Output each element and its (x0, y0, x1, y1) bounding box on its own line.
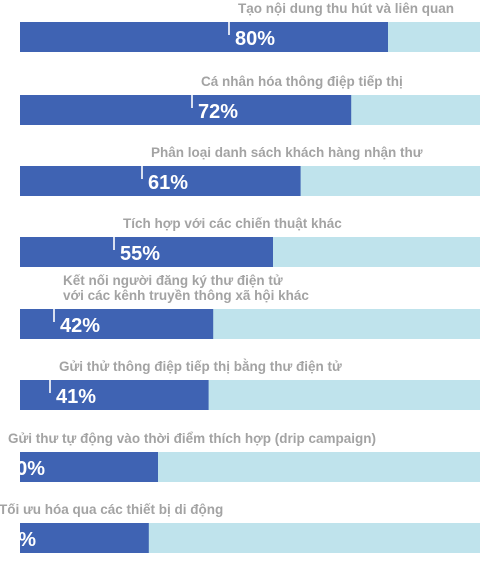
value-label: 41% (56, 386, 96, 408)
category-label: với các kênh truyền thông xã hội khác (63, 288, 309, 303)
category-label: Kết nối người đăng ký thư điện tử (63, 273, 283, 288)
category-label: Phân loại danh sách khách hàng nhận thư (151, 145, 423, 160)
bar-fill (20, 95, 352, 125)
category-label: Tích hợp với các chiến thuật khác (123, 216, 342, 231)
value-label: 61% (148, 172, 188, 194)
value-label: 80% (235, 28, 275, 50)
bar-fill (20, 166, 301, 196)
bar-fill (20, 452, 158, 482)
label-connector (0, 437, 5, 439)
label-connector (53, 279, 60, 322)
category-label: Tạo nội dung thu hút và liên quan (238, 1, 454, 16)
label-connector (141, 151, 148, 179)
label-connector (191, 80, 198, 108)
label-connector (228, 7, 235, 35)
value-label: 72% (198, 101, 238, 123)
bar-fill (20, 22, 388, 52)
label-connector (113, 222, 120, 250)
label-connector (49, 365, 56, 393)
bar-fill (20, 523, 149, 553)
category-label: Gửi thư tự động vào thời điểm thích hợp … (8, 431, 376, 446)
bar-fill (20, 380, 209, 410)
value-label: 28% (0, 529, 36, 551)
category-label: Tối ưu hóa qua các thiết bị di động (0, 502, 223, 517)
bar-fill (20, 237, 273, 267)
category-label: Gửi thử thông điệp tiếp thị bằng thư điệ… (59, 359, 342, 374)
value-label: 30% (5, 458, 45, 480)
bar-fill (20, 309, 214, 339)
category-label: Cá nhân hóa thông điệp tiếp thị (201, 74, 403, 89)
value-label: 42% (60, 315, 100, 337)
value-label: 55% (120, 243, 160, 265)
